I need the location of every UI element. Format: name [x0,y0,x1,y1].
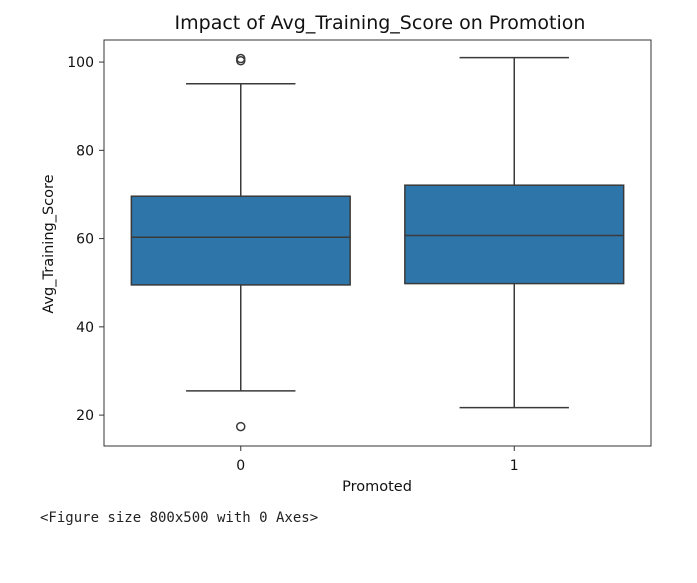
y-tick-label: 60 [76,232,94,248]
figure-caption: <Figure size 800x500 with 0 Axes> [40,510,319,526]
box-plot-chart: Impact of Avg_Training_Score on Promotio… [41,12,652,495]
box-iqr [404,184,625,285]
y-tick-label: 40 [76,320,94,336]
outlier-point [236,421,246,432]
plot-area [130,53,625,432]
x-tick-label: 0 [236,458,245,474]
plot-frame [103,39,652,447]
box-iqr [130,195,351,286]
outlier-point [236,53,246,64]
box-group-0 [130,53,351,432]
x-tick-label: 1 [510,458,519,474]
x-axis-label: Promoted [342,479,412,495]
y-tick-label: 100 [67,55,94,71]
y-axis: 20 40 60 80 100 [67,55,104,424]
y-tick-label: 20 [76,408,94,424]
y-axis-label: Avg_Training_Score [41,174,57,313]
box-group-1 [404,56,625,409]
y-tick-label: 80 [76,143,94,159]
chart-title: Impact of Avg_Training_Score on Promotio… [175,12,586,34]
